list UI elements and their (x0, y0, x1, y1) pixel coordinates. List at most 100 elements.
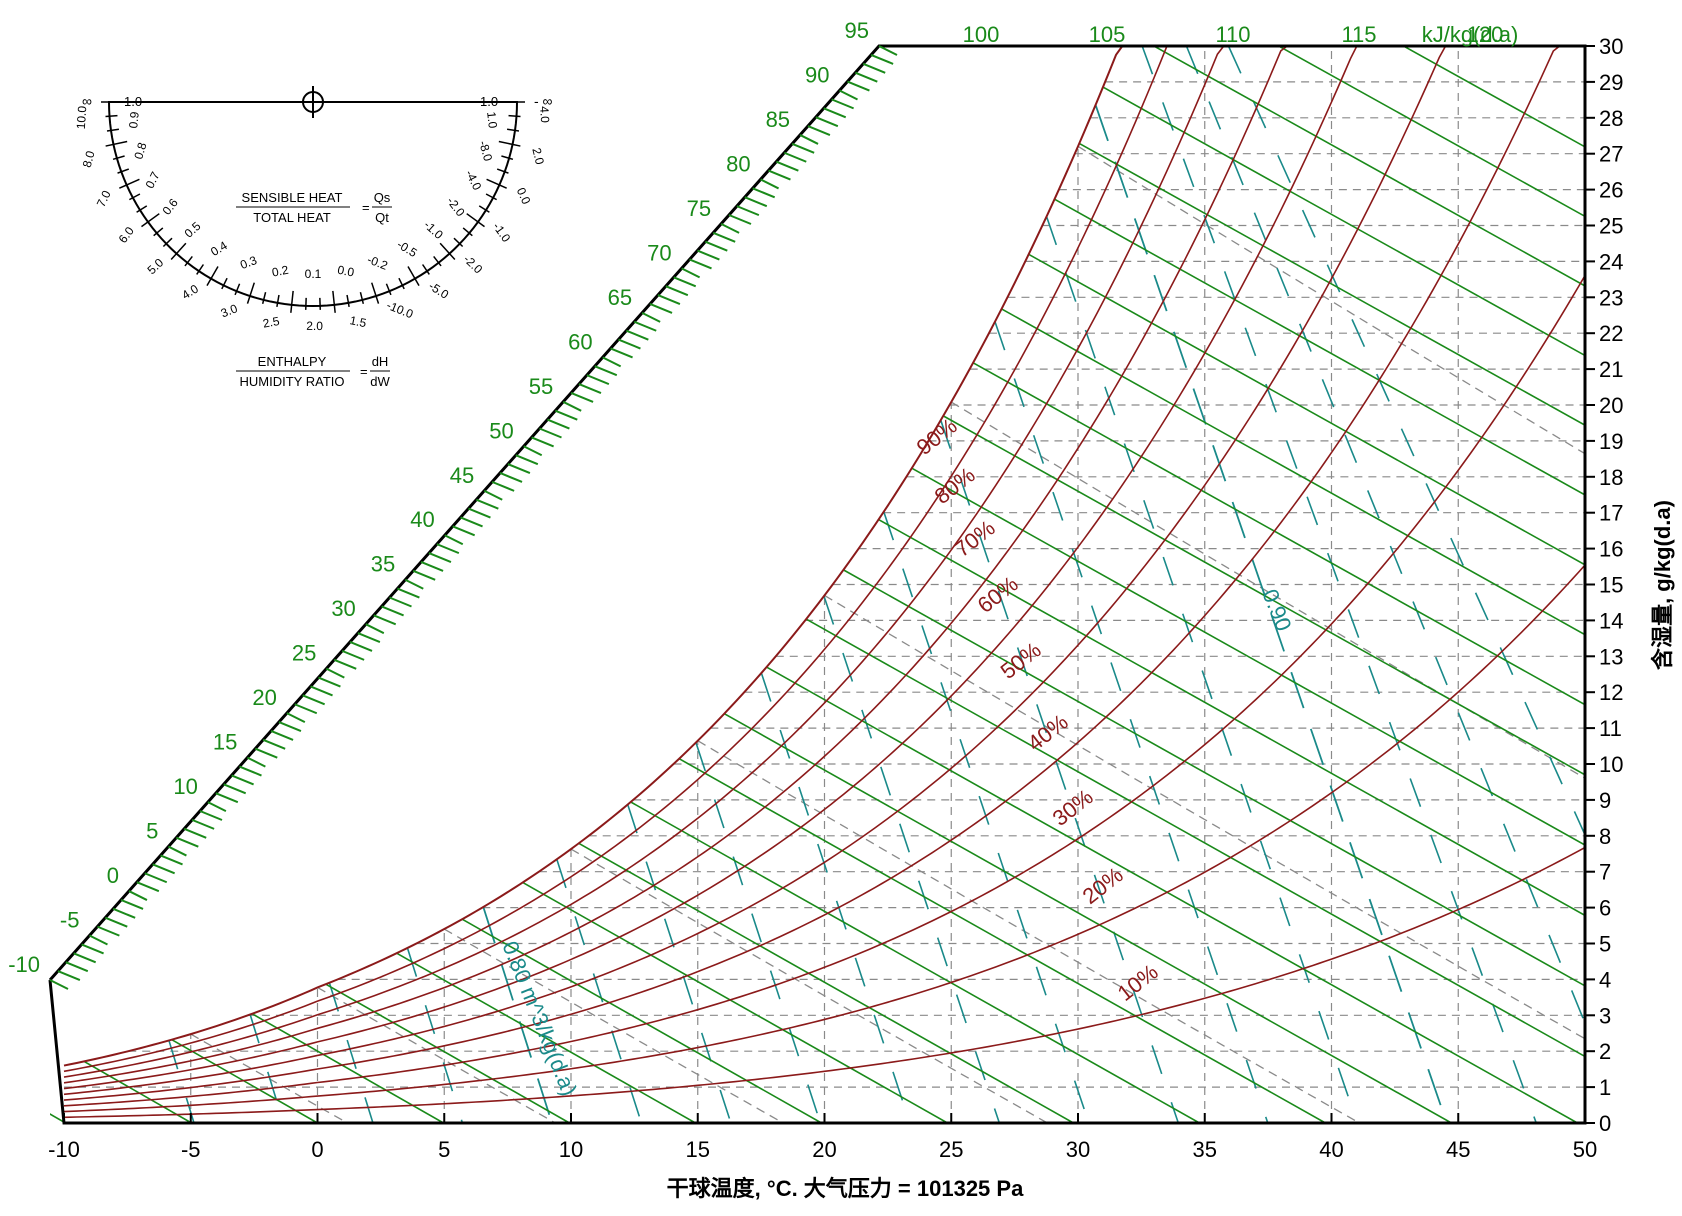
protractor-tick (359, 291, 365, 305)
enthalpy-tick (681, 267, 701, 279)
volume-line (994, 321, 1269, 1123)
protractor-tick (153, 227, 164, 237)
enthalpy-label: 85 (766, 107, 790, 132)
enthalpy-tick (823, 107, 847, 119)
sensible-heat-protractor: 0.90.80.70.60.50.40.3 0.2 0.1 0.0 -0.2-0.5-1… (74, 86, 553, 389)
enthalpy-tick (183, 827, 207, 839)
protractor-inner-label: 1.0 (484, 111, 500, 129)
protractor-tick (112, 155, 125, 161)
x-tick-label: 10 (559, 1137, 583, 1162)
rh-label-70: 70% (950, 515, 1000, 562)
volume-line (1185, 46, 1585, 1026)
enthalpy-label: 40 (410, 507, 434, 532)
protractor-inner-label: 0.4 (208, 238, 230, 259)
protractor-tick (221, 277, 228, 290)
enthalpy-tick (144, 872, 168, 884)
protractor-tick (496, 168, 509, 174)
enthalpy-tick (720, 223, 740, 234)
protractor-outer-label: 2.0 (529, 146, 547, 166)
rh-curve-100 (63, 46, 1124, 1067)
protractor-inner-label: -2.0 (444, 194, 468, 219)
y-tick-label: 14 (1599, 608, 1623, 633)
enthalpy-label: 0 (107, 863, 119, 888)
enthalpy-tick (831, 98, 855, 110)
y-tick-label: 20 (1599, 393, 1623, 418)
rh-curve-40 (63, 46, 1561, 1101)
qt-label: Qt (375, 210, 389, 225)
enthalpy-tick (120, 899, 144, 910)
equals-sign-1: = (362, 200, 370, 215)
protractor-outer-label: 5.0 (144, 255, 166, 277)
enthalpy-tick (112, 907, 136, 919)
protractor-tick (346, 294, 350, 307)
y-tick-label: 19 (1599, 429, 1623, 454)
enthalpy-tick (57, 970, 81, 982)
protractor-tick (261, 291, 267, 305)
wet-bulb-line (570, 848, 1049, 1123)
enthalpy-line (1028, 253, 1585, 566)
enthalpy-line (461, 918, 822, 1123)
protractor-tick (234, 283, 241, 296)
rh-curve-30 (63, 275, 1585, 1107)
total-heat-label: TOTAL HEAT (253, 210, 331, 225)
enthalpy-line (396, 952, 696, 1123)
enthalpy-tick (499, 472, 523, 483)
enthalpy-tick (531, 436, 554, 448)
x-tick-label: 5 (438, 1137, 450, 1162)
enthalpy-tick (539, 427, 562, 439)
wet-bulb-line (317, 986, 557, 1123)
enthalpy-line (578, 842, 1074, 1123)
protractor-tick (501, 155, 514, 161)
relative-humidity-curves (63, 46, 1585, 1119)
enthalpy-tick (81, 943, 104, 955)
x-tick-label: 45 (1446, 1137, 1470, 1162)
volume-line (1141, 46, 1538, 1123)
enthalpy-tick (412, 569, 436, 581)
enthalpy-tick (807, 125, 831, 136)
enthalpy-tick (215, 792, 239, 804)
enthalpy-tick (523, 445, 543, 457)
protractor-inner-label: -4.0 (462, 168, 484, 193)
axis-ticks (49, 45, 1595, 1124)
grid-lines (64, 46, 1585, 1123)
enthalpy-line (678, 758, 1326, 1123)
rh-label-10: 10% (1113, 959, 1163, 1006)
x-tick-label: 25 (939, 1137, 963, 1162)
enthalpy-tick (73, 952, 97, 964)
x-tick-label: 15 (686, 1137, 710, 1162)
protractor-outer-label: 2.0 (306, 319, 323, 333)
protractor-outer-label: 4.0 (537, 106, 552, 124)
volume-label-090: 0.90 (1257, 586, 1296, 635)
enthalpy-tick (373, 614, 397, 626)
enthalpy-label: 65 (608, 285, 632, 310)
enthalpy-tick (404, 578, 424, 590)
rh-label-60: 60% (973, 571, 1023, 618)
enthalpy-label: 70 (647, 240, 671, 265)
enthalpy-tick (278, 721, 302, 732)
enthalpy-tick (175, 836, 199, 848)
enthalpy-tick (239, 765, 262, 777)
enthalpy-tick (768, 169, 791, 181)
protractor-tick (105, 140, 128, 147)
rh-label-50: 50% (996, 637, 1046, 684)
enthalpy-line (251, 1013, 444, 1123)
enthalpy-tick (594, 365, 618, 377)
enthalpy-tick (167, 845, 187, 857)
enthalpy-tick (657, 294, 681, 305)
enthalpy-tick (515, 454, 539, 466)
enthalpy-line (805, 618, 1585, 1058)
enthalpy-tick (578, 383, 602, 394)
enthalpy-tick (96, 925, 120, 937)
enthalpy-label: 115 (1341, 22, 1376, 47)
protractor-inner-label: 0.7 (143, 169, 163, 191)
enthalpy-label: 25 (292, 641, 316, 666)
enthalpy-tick (618, 338, 641, 350)
enthalpy-line (878, 518, 1585, 917)
y-tick-label: 11 (1599, 716, 1622, 741)
protractor-tick (407, 266, 420, 286)
enthalpy-tick (452, 525, 476, 537)
enthalpy-tick (744, 196, 768, 208)
enthalpy-line (911, 467, 1585, 846)
enthalpy-line (325, 983, 570, 1123)
